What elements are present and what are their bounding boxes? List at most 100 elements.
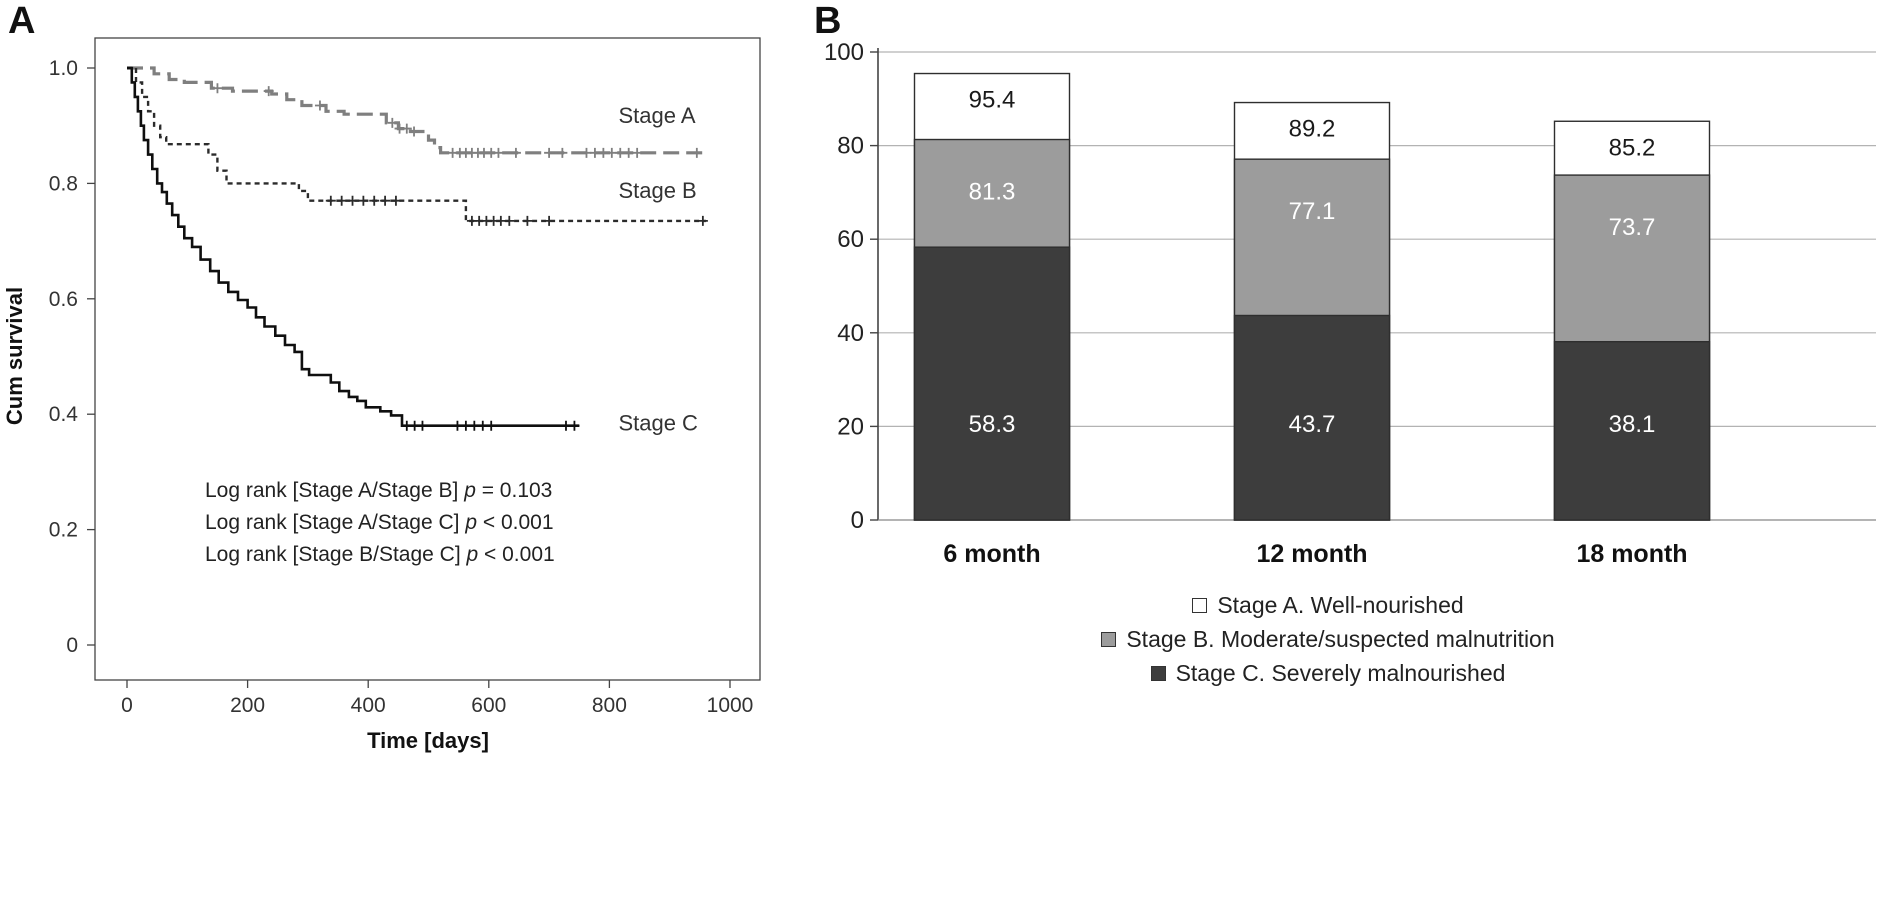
category-label: 6 month	[943, 540, 1040, 568]
legend-swatch	[1192, 598, 1208, 613]
bar-stage-c	[1233, 314, 1391, 521]
censor-mark-stage-a	[510, 147, 521, 158]
survival-curve-chart: 0 0.2 0.4 0.6 0.8 1.0 0 200 400 600 800 1000 Time [d…	[2, 37, 761, 753]
bar-value-label: 89.2	[1289, 116, 1336, 143]
bar-value-label: 77.1	[1289, 198, 1336, 225]
censor-mark-stage-c	[560, 420, 571, 431]
censor-mark-stage-c	[569, 420, 580, 431]
logrank-annotation: Log rank [Stage B/Stage C] p < 0.001	[205, 543, 555, 566]
y-tick-label: 0	[851, 507, 864, 534]
censor-mark-stage-b	[544, 215, 555, 226]
y-axis-label: Cum survival	[2, 287, 27, 425]
legend-swatch	[1150, 666, 1166, 681]
panel-b-label: B	[814, 0, 842, 42]
y-tick-label: 0.2	[49, 519, 78, 542]
x-tick-label: 0	[121, 694, 133, 717]
series-label-stage-b: Stage B	[618, 178, 696, 203]
bar-value-label: 85.2	[1609, 134, 1656, 161]
category-label: 18 month	[1576, 540, 1687, 568]
censor-mark-stage-b	[347, 195, 358, 206]
x-tick-label: 200	[230, 694, 265, 717]
y-tick-label: 100	[824, 39, 864, 66]
y-tick-label: 0	[66, 634, 78, 657]
bar-stage-c	[1553, 340, 1711, 521]
stacked-bar-chart: 0 20 40 60 80 100 95.4 81.3 58.3 6 month 89.2 77.1 4…	[824, 39, 1876, 568]
bar-chart-legend: Stage A. Well-nourished Stage B. Moderate…	[770, 592, 1886, 687]
bar-value-label: 43.7	[1289, 411, 1336, 438]
censor-mark-stage-b	[522, 215, 533, 226]
censor-mark-stage-a	[557, 147, 568, 158]
category-label: 12 month	[1256, 540, 1367, 568]
bar-value-label: 95.4	[969, 87, 1016, 114]
x-tick-label: 600	[471, 694, 506, 717]
km-curve-stage-c	[127, 66, 580, 427]
censor-mark-stage-b	[358, 195, 369, 206]
censor-mark-stage-a	[314, 100, 325, 111]
censor-mark-stage-c	[452, 420, 463, 431]
censor-mark-stage-c	[486, 420, 497, 431]
x-tick-label: 800	[592, 694, 627, 717]
censor-mark-stage-c	[460, 420, 471, 431]
logrank-annotation: Log rank [Stage A/Stage C] p < 0.001	[205, 511, 554, 534]
censor-mark-stage-a	[606, 147, 617, 158]
censor-mark-stage-b	[504, 215, 515, 226]
censor-mark-stage-a	[401, 123, 412, 134]
censor-mark-stage-a	[632, 147, 643, 158]
censor-mark-stage-a	[598, 147, 609, 158]
y-tick-label: 20	[837, 413, 864, 440]
censor-mark-stage-b	[369, 195, 380, 206]
censor-mark-stage-b	[325, 195, 336, 206]
censor-mark-stage-a	[589, 147, 600, 158]
legend-label: Stage A. Well-nourished	[1217, 592, 1464, 618]
y-tick-label: 0.6	[49, 288, 78, 311]
bar-value-label: 81.3	[969, 179, 1016, 206]
legend-item: Stage C. Severely malnourished	[1150, 660, 1506, 687]
censor-mark-stage-a	[387, 117, 398, 128]
censor-mark-stage-b	[380, 195, 391, 206]
y-tick-label: 80	[837, 133, 864, 160]
km-curve-stage-b	[127, 66, 706, 223]
legend-label: Stage C. Severely malnourished	[1175, 660, 1506, 686]
series-label-stage-a: Stage A	[618, 103, 695, 128]
km-curve-stage-a	[127, 66, 706, 155]
censor-mark-stage-a	[263, 86, 274, 97]
panel-a: A 0 0.2 0.4 0.6 0.8 1.0 0 200 400 600 800 1000 Time …	[0, 0, 770, 908]
censor-mark-stage-a	[581, 147, 592, 158]
censor-mark-stage-a	[691, 147, 702, 158]
y-tick-label: 0.4	[49, 403, 79, 426]
censor-mark-stage-b	[390, 195, 401, 206]
series-label-stage-c: Stage C	[618, 410, 698, 435]
bar-value-label: 58.3	[969, 411, 1016, 438]
bar-value-label: 38.1	[1609, 411, 1656, 438]
censor-mark-stage-a	[493, 147, 504, 158]
censor-mark-stage-b	[495, 215, 506, 226]
x-axis-label: Time [days]	[367, 728, 489, 753]
censor-mark-stage-b	[336, 195, 347, 206]
logrank-annotation: Log rank [Stage A/Stage B] p = 0.103	[205, 479, 552, 502]
censor-mark-stage-a	[544, 147, 555, 158]
legend-item: Stage B. Moderate/suspected malnutrition	[1101, 626, 1555, 653]
censor-mark-stage-c	[469, 420, 480, 431]
x-tick-label: 400	[351, 694, 386, 717]
y-tick-label: 1.0	[49, 57, 78, 80]
bar-value-label: 73.7	[1609, 214, 1656, 241]
bar-stage-c	[913, 246, 1071, 521]
legend-swatch	[1101, 632, 1117, 647]
x-tick-label: 1000	[707, 694, 754, 717]
censor-mark-stage-a	[212, 83, 223, 94]
legend-label: Stage B. Moderate/suspected malnutrition	[1126, 626, 1555, 652]
censor-mark-stage-c	[417, 420, 428, 431]
plot-frame	[94, 37, 761, 681]
panel-b: B 0 20 40 60 80 100 95.4 81.3 58.3 6 month 89.2 77.…	[770, 0, 1886, 908]
y-tick-label: 0.8	[49, 172, 78, 195]
y-tick-label: 60	[837, 226, 864, 253]
panel-a-label: A	[8, 0, 36, 42]
censor-mark-stage-c	[477, 420, 488, 431]
censor-mark-stage-a	[615, 147, 626, 158]
censor-mark-stage-b	[697, 215, 708, 226]
censor-mark-stage-a	[409, 126, 420, 137]
legend-item: Stage A. Well-nourished	[1192, 592, 1464, 619]
censor-mark-stage-a	[623, 147, 634, 158]
y-tick-label: 40	[837, 320, 864, 347]
